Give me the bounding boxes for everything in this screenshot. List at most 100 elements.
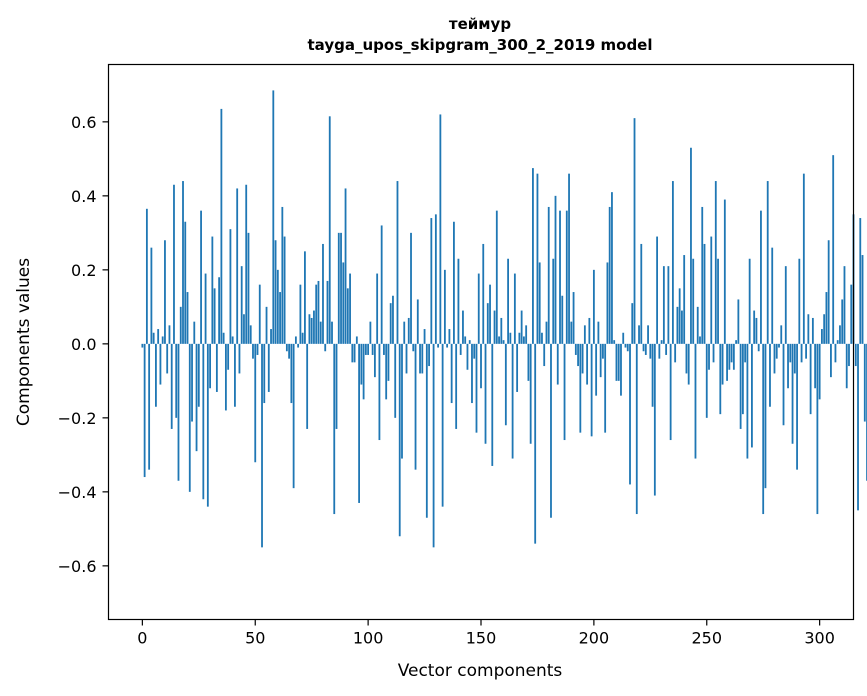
y-tick-label: 0.2: [71, 261, 96, 280]
bar-component-31: [211, 236, 214, 344]
bar-component-13: [170, 343, 173, 429]
y-tick-label: −0.2: [58, 409, 97, 428]
bar-component-72: [304, 251, 306, 344]
bar-component-243: [690, 147, 692, 344]
bar-component-12: [168, 325, 171, 344]
bar-component-163: [509, 332, 512, 344]
bar-component-293: [802, 173, 805, 344]
bar-component-68: [294, 336, 297, 344]
bar-component-28: [204, 273, 207, 344]
bar-component-308: [836, 340, 839, 344]
x-tick-label: 250: [691, 629, 722, 648]
bar-component-172: [529, 343, 532, 444]
bar-component-99: [364, 343, 367, 355]
bar-component-5: [152, 332, 155, 344]
bar-component-109: [387, 343, 390, 381]
bar-component-46: [245, 184, 248, 344]
bar-component-283: [780, 325, 783, 344]
bar-component-153: [486, 303, 489, 344]
bar-component-272: [755, 317, 758, 344]
bar-component-62: [281, 206, 284, 344]
bar-component-251: [708, 343, 710, 370]
bar-component-217: [631, 303, 634, 344]
bar-component-73: [306, 343, 309, 429]
bar-component-133: [441, 343, 444, 507]
bar-component-67: [292, 343, 295, 489]
bar-component-284: [782, 343, 785, 426]
bar-component-232: [665, 343, 668, 355]
bar-component-14: [173, 184, 175, 344]
bar-component-285: [784, 266, 787, 344]
bar-component-294: [805, 343, 807, 359]
bar-component-234: [669, 343, 672, 441]
bar-component-205: [604, 343, 607, 433]
bar-component-48: [249, 325, 252, 344]
bar-component-313: [848, 343, 850, 367]
bar-component-22: [191, 343, 193, 422]
bar-component-96: [358, 343, 360, 503]
bar-component-118: [407, 317, 410, 344]
bar-component-54: [263, 343, 266, 404]
bar-component-318: [859, 218, 862, 344]
bar-component-37: [224, 343, 227, 411]
bar-component-289: [793, 343, 796, 374]
bar-component-150: [480, 343, 482, 389]
bar-component-307: [834, 343, 837, 363]
bar-component-303: [825, 292, 828, 344]
bar-component-297: [811, 317, 814, 344]
bar-component-276: [764, 343, 767, 489]
bar-component-82: [326, 280, 329, 344]
bar-component-218: [633, 118, 636, 344]
bar-component-179: [545, 321, 548, 344]
bar-component-84: [331, 321, 333, 344]
bar-component-305: [830, 343, 832, 378]
y-tick-label: 0.6: [71, 113, 96, 132]
bar-component-71: [301, 332, 304, 344]
bar-component-3: [148, 343, 151, 470]
bar-component-154: [489, 284, 491, 344]
bar-component-258: [723, 199, 726, 344]
bar-component-241: [685, 343, 688, 374]
chart-subtitle: tayga_upos_skipgram_300_2_2019 model: [308, 36, 653, 54]
x-tick-label: 150: [466, 629, 497, 648]
bar-component-175: [536, 173, 539, 344]
bar-component-29: [206, 343, 209, 507]
bar-component-214: [624, 343, 627, 348]
bar-component-79: [319, 321, 322, 344]
bar-component-59: [274, 240, 277, 344]
bar-component-19: [184, 221, 187, 344]
x-tick-label: 100: [353, 629, 384, 648]
bar-component-194: [579, 343, 582, 433]
bar-component-227: [653, 343, 656, 496]
bar-component-92: [349, 273, 351, 344]
bar-component-39: [229, 229, 232, 344]
bar-component-98: [362, 343, 365, 400]
bar-component-81: [324, 343, 327, 352]
bar-component-173: [532, 168, 534, 344]
bar-component-220: [638, 325, 640, 344]
bar-component-15: [175, 343, 178, 418]
bar-component-274: [760, 210, 762, 344]
bar-component-116: [403, 321, 406, 344]
bar-component-202: [597, 321, 600, 344]
bar-component-320: [863, 343, 866, 422]
bar-component-228: [656, 236, 658, 344]
bar-component-224: [647, 325, 649, 344]
bar-component-100: [367, 343, 370, 355]
bar-component-181: [550, 343, 552, 518]
bar-component-238: [678, 288, 681, 344]
bar-component-77: [315, 284, 318, 344]
bar-component-122: [416, 299, 419, 344]
bars-group: [141, 90, 867, 548]
bar-component-263: [735, 340, 738, 344]
bar-component-300: [818, 343, 821, 400]
bar-component-47: [247, 232, 250, 344]
bar-component-221: [640, 243, 643, 344]
bar-component-317: [857, 343, 859, 511]
bar-component-78: [317, 280, 320, 344]
bar-component-64: [285, 343, 288, 352]
bar-component-222: [642, 343, 645, 352]
bar-component-105: [378, 343, 381, 441]
bar-component-171: [527, 343, 530, 381]
bar-component-193: [577, 343, 579, 367]
